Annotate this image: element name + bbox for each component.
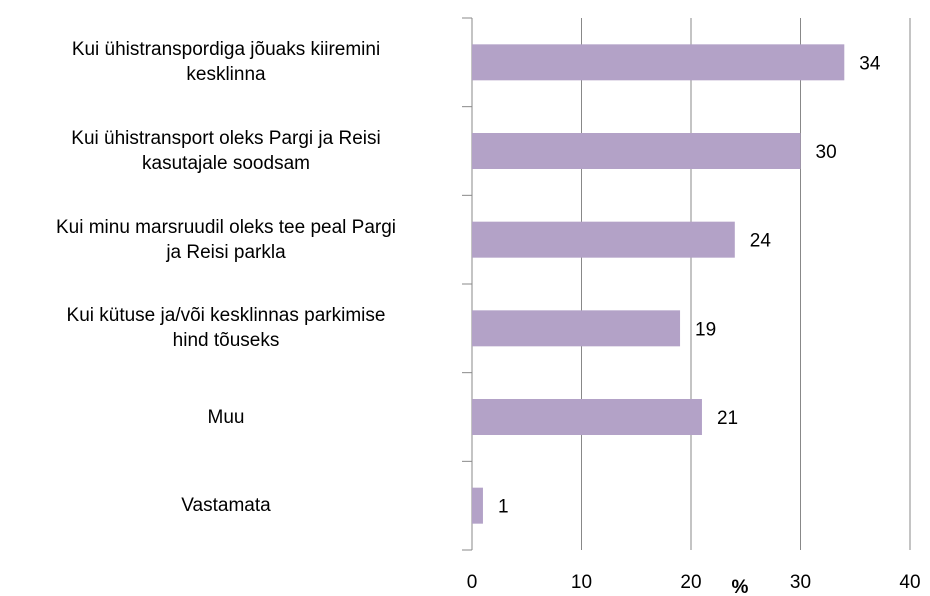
bar [472,44,845,81]
x-tick-label: 0 [467,572,478,593]
data-label: 19 [695,319,716,340]
bar [472,487,483,524]
x-tick-label: 10 [571,572,592,593]
data-label: 21 [717,408,738,429]
x-tick-label: 20 [680,572,701,593]
x-tick-label: 30 [790,572,811,593]
category-label: Vastamata [181,495,271,517]
category-label: Muu [207,406,245,428]
category-label: Kui minu marsruudil oleks tee peal Pargi… [55,216,397,263]
data-label: 24 [750,231,772,252]
category-label: Kui ühistranspordiga jõuaks kiiremini ke… [71,39,381,86]
data-label: 1 [498,497,509,518]
x-tick-label: 40 [899,572,920,593]
x-axis-label: % [732,577,749,596]
bar [472,221,735,258]
data-label: 34 [859,53,881,74]
category-label: Kui kütuse ja/või kesklinnas parkimise h… [66,305,386,352]
data-label: 30 [816,142,837,163]
bar [472,399,702,435]
bar [472,310,681,347]
bar [472,133,801,169]
category-label: Kui ühistransport oleks Pargi ja Reisi k… [71,128,381,174]
